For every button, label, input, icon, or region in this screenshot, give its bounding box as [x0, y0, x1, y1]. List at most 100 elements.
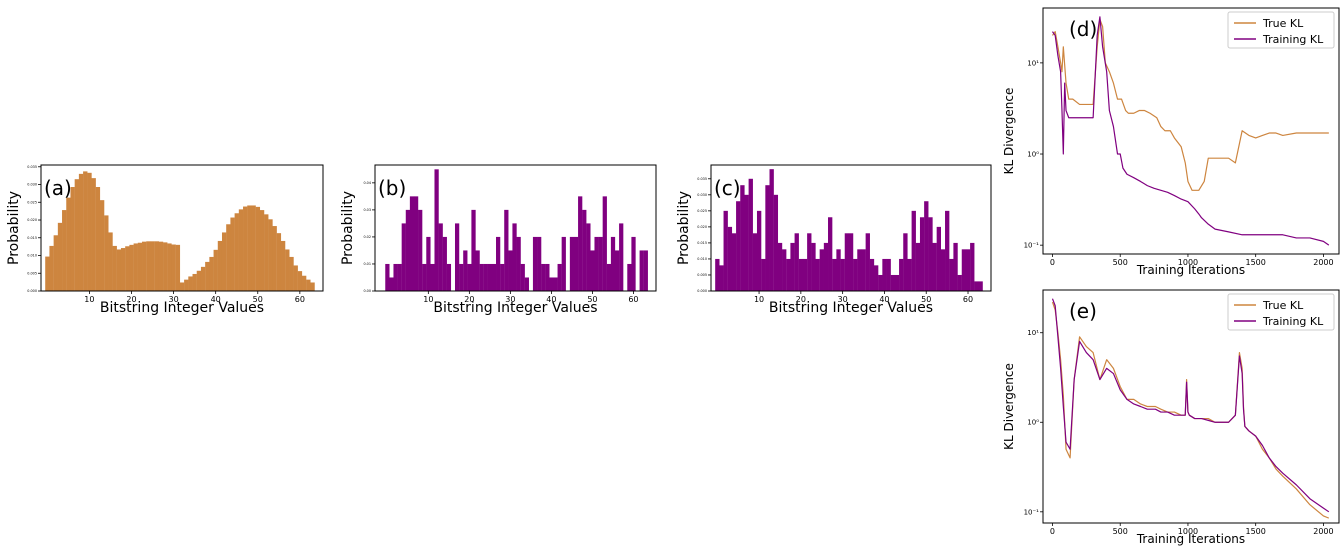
- bar: [894, 274, 900, 291]
- bar: [496, 236, 501, 291]
- panel-label: (e): [1069, 299, 1097, 323]
- bar: [238, 209, 244, 291]
- bar: [508, 250, 513, 291]
- x-tick-label: 20: [126, 295, 136, 304]
- x-tick-label: 500: [1113, 258, 1128, 267]
- bar: [899, 258, 904, 291]
- bar: [422, 263, 427, 291]
- bar: [463, 250, 468, 291]
- bar: [226, 224, 231, 291]
- x-tick-label: 60: [295, 295, 305, 304]
- bar: [83, 171, 88, 291]
- bar: [205, 261, 210, 291]
- bar: [401, 223, 406, 291]
- axes-frame: [40, 164, 324, 292]
- x-tick-label: 1000: [1178, 527, 1198, 536]
- bar: [112, 245, 117, 291]
- y-tick-label: 0.00: [363, 289, 371, 293]
- y-tick-label: 0.010: [697, 257, 707, 261]
- bar: [413, 196, 419, 291]
- bar: [438, 223, 443, 291]
- bar: [125, 246, 130, 291]
- bar: [171, 244, 176, 291]
- bar: [385, 263, 390, 291]
- bar: [949, 258, 954, 291]
- bar: [520, 263, 525, 291]
- bar: [150, 241, 155, 291]
- bar: [602, 196, 607, 291]
- bar: [188, 276, 193, 291]
- bar: [873, 265, 879, 291]
- y-tick-label: 0.005: [27, 271, 37, 275]
- x-axis-label: Bitstring Integer Values: [100, 300, 264, 316]
- bar: [537, 236, 542, 291]
- bar: [953, 242, 958, 291]
- y-tick-label: 0.02: [363, 235, 371, 239]
- bar: [142, 241, 147, 291]
- bar: [541, 263, 546, 291]
- bar: [393, 263, 398, 291]
- bar: [719, 265, 724, 291]
- bar: [777, 242, 783, 291]
- bar: [832, 258, 837, 291]
- bar: [289, 256, 294, 291]
- x-tick-label: 40: [211, 295, 221, 304]
- bar: [569, 236, 575, 291]
- bar: [978, 281, 983, 291]
- x-tick-label: 1000: [1178, 258, 1198, 267]
- x-tick-label: 10: [423, 295, 433, 304]
- axes-frame: [1042, 289, 1340, 524]
- bar: [297, 271, 303, 291]
- bar: [932, 242, 937, 291]
- bar: [221, 232, 227, 291]
- y-tick-label: 10⁰: [1027, 419, 1039, 427]
- bar: [794, 233, 799, 291]
- bar: [561, 236, 566, 291]
- x-tick-label: 10: [754, 295, 764, 304]
- plot-marks: [1051, 16, 1330, 246]
- bar: [945, 210, 950, 291]
- bar: [573, 236, 579, 291]
- bar: [213, 249, 218, 291]
- bar: [70, 187, 75, 291]
- bar: [848, 233, 854, 291]
- legend-label: Training KL: [1262, 315, 1324, 328]
- bar: [878, 274, 883, 291]
- bar: [631, 236, 636, 291]
- bar: [936, 226, 941, 291]
- bar: [217, 240, 223, 291]
- x-axis-label: Bitstring Integer Values: [433, 300, 597, 316]
- bar: [454, 223, 460, 291]
- y-tick-label: 10⁻¹: [1024, 508, 1040, 516]
- bar: [790, 242, 795, 291]
- bar: [857, 249, 862, 291]
- bar: [475, 250, 480, 291]
- bar: [200, 266, 206, 291]
- bar: [594, 236, 599, 291]
- bar: [765, 185, 770, 291]
- bar: [120, 248, 126, 291]
- bar: [807, 233, 812, 291]
- bar: [590, 250, 595, 291]
- x-axis-label: Training Iterations: [1136, 263, 1245, 277]
- bar: [853, 258, 858, 291]
- bar: [409, 196, 415, 291]
- y-tick-label: 10¹: [1027, 59, 1039, 67]
- x-tick-label: 60: [963, 295, 973, 304]
- panel-label: (d): [1069, 17, 1097, 41]
- bar: [557, 263, 562, 291]
- bar: [99, 200, 105, 291]
- bar: [504, 209, 509, 291]
- x-tick-label: 10: [84, 295, 94, 304]
- y-tick-label: 0.01: [363, 262, 371, 266]
- y-tick-label: 0.020: [27, 218, 37, 222]
- bar: [459, 263, 464, 291]
- bar: [426, 236, 431, 291]
- bar: [769, 169, 774, 291]
- bar: [957, 274, 962, 291]
- bar: [74, 179, 80, 291]
- bar: [731, 233, 737, 291]
- x-tick-label: 20: [464, 295, 474, 304]
- x-tick-label: 30: [168, 295, 178, 304]
- bar: [251, 205, 256, 291]
